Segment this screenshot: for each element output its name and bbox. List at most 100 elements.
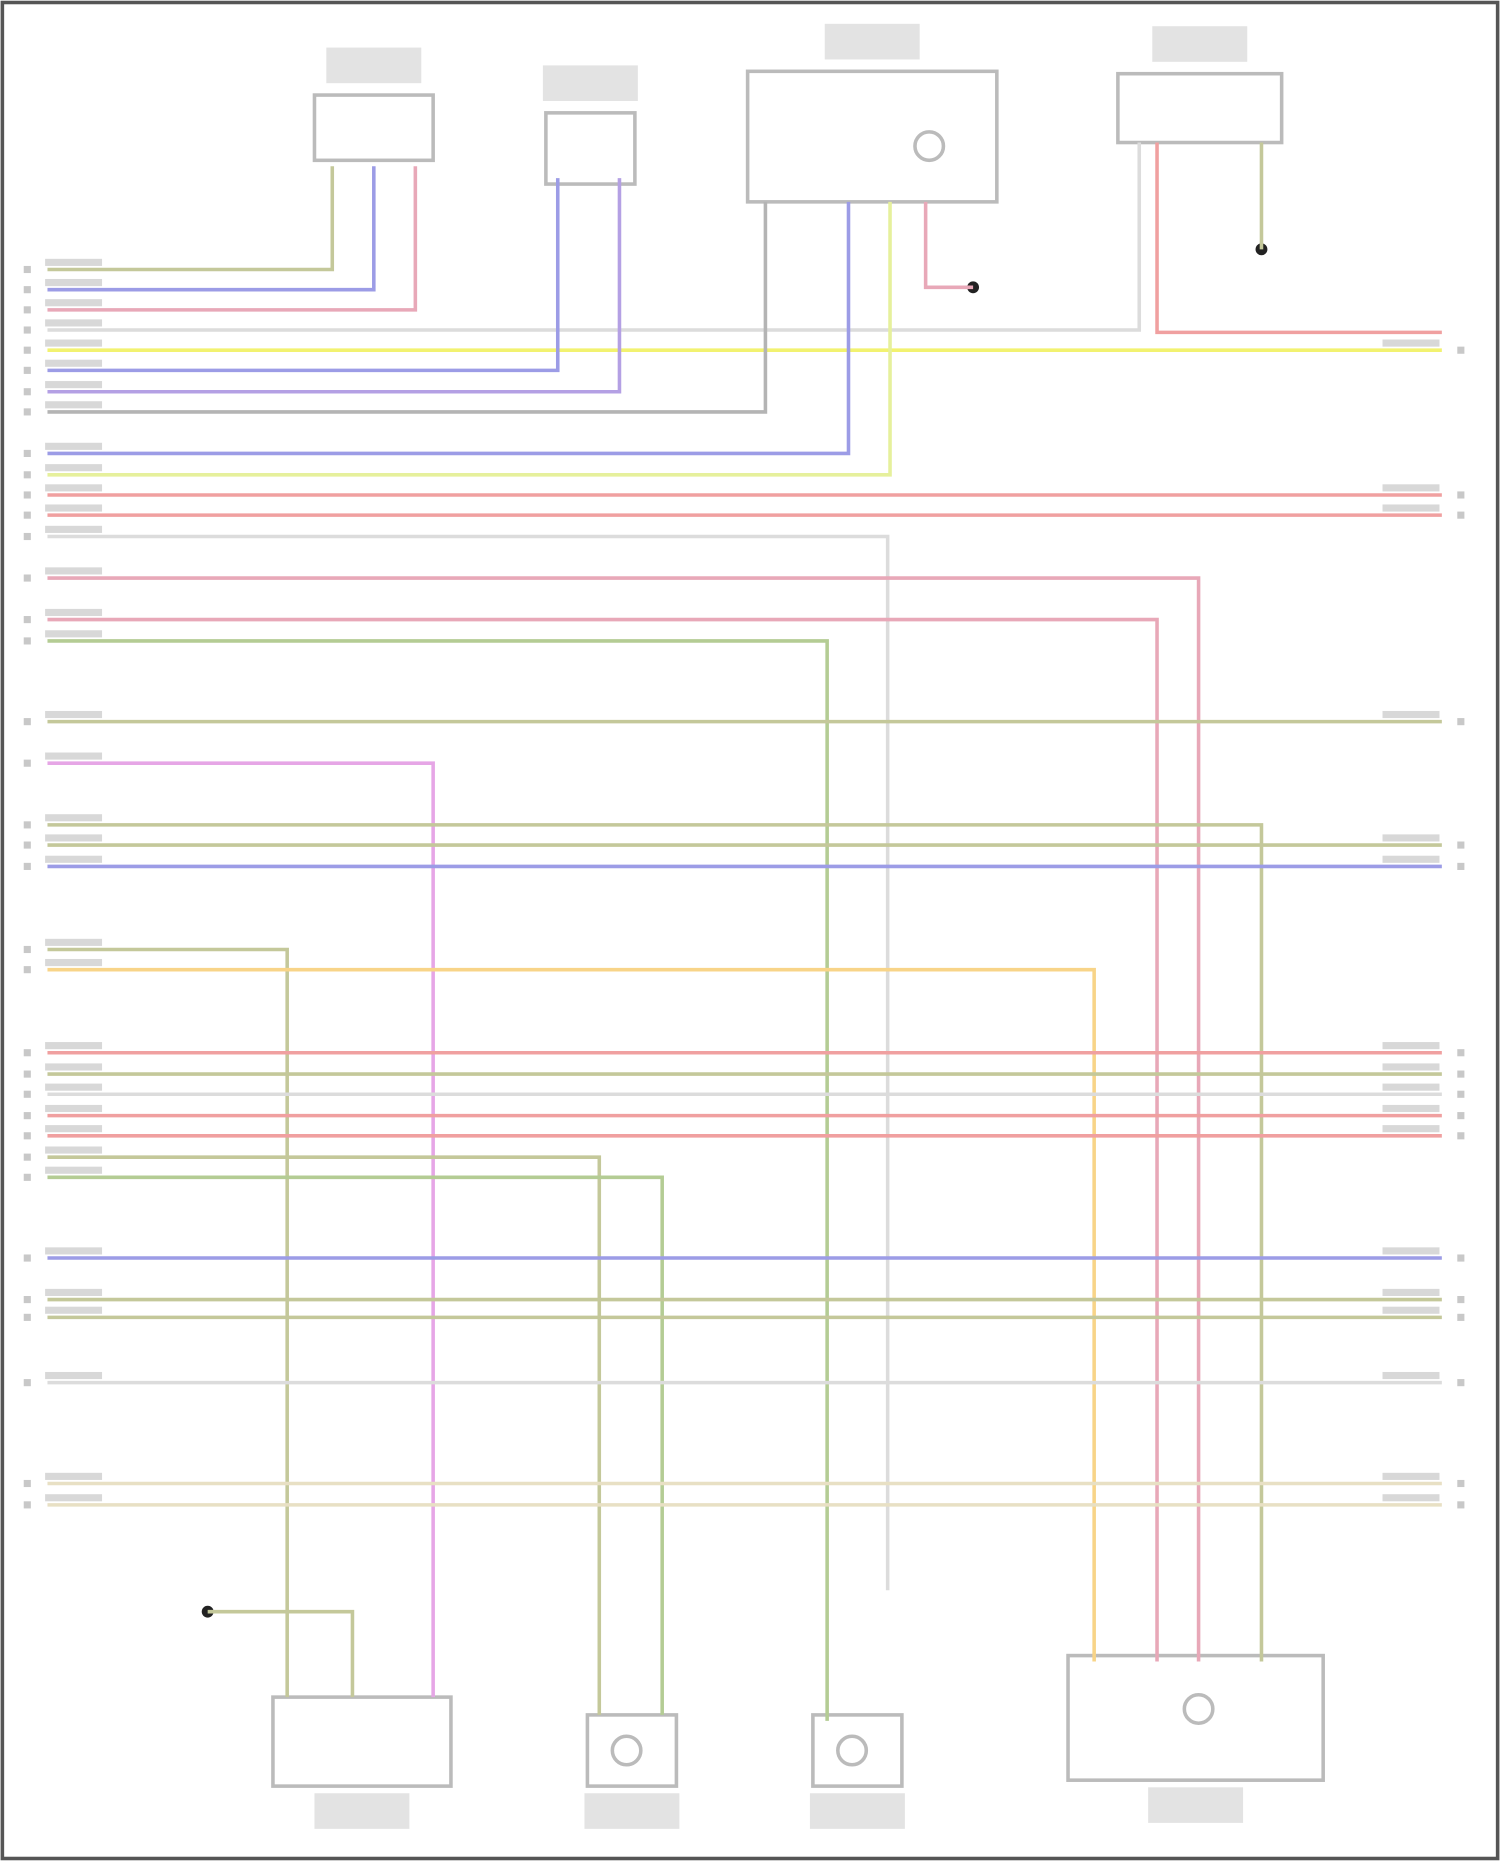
wire-label-block (1382, 1494, 1440, 1502)
components (201, 69, 1325, 1788)
pin-number-block (23, 532, 31, 541)
pin-number-block (1457, 1254, 1465, 1262)
pin-number-block (23, 1070, 31, 1078)
ground-wire (923, 201, 974, 290)
wire-label-block (1382, 1371, 1440, 1380)
wire-4 (47, 142, 1142, 332)
right-fan-motor-label-block (809, 1793, 905, 1829)
pin-number-block (23, 1112, 31, 1120)
wire-label-block (1382, 710, 1440, 719)
pin-number-block (1457, 1379, 1465, 1387)
ac-compressor-box (271, 1695, 453, 1788)
wire-label-block (45, 1472, 103, 1480)
wire-label-block (1382, 504, 1440, 512)
wire-label-block (1382, 1472, 1440, 1480)
wire-label-block (1382, 484, 1440, 492)
wire-label-block (45, 1125, 103, 1133)
pin-number-block (23, 821, 31, 829)
pin-number-block (1457, 1479, 1465, 1488)
wire-29 (47, 1155, 602, 1715)
wire-15 (47, 617, 1159, 1662)
wire-13 (47, 534, 890, 1591)
pin-number-block (23, 306, 31, 314)
motor-symbol (610, 1734, 643, 1767)
pressure-sensor-box (312, 93, 435, 163)
wire-label-block (1382, 1042, 1440, 1050)
pin-number-block (1457, 862, 1465, 870)
wire-6 (47, 178, 560, 373)
wire-label-block (45, 855, 103, 863)
wire-label-block (45, 814, 103, 822)
pin-number-block (23, 637, 31, 645)
pin-number-block (23, 1153, 31, 1161)
ac-compressor-label-block (314, 1793, 410, 1829)
wire-label-block (1382, 834, 1440, 842)
wire-label-block (1382, 1306, 1440, 1314)
left-fan-module-label-block (824, 23, 920, 60)
pin-number-block (23, 366, 31, 374)
wire-label-block (1382, 1125, 1440, 1133)
pin-number-block (23, 449, 31, 458)
pin-number-block (23, 616, 31, 624)
wire-label-block (45, 567, 103, 575)
pin-number-block (1457, 511, 1465, 519)
pin-number-block (23, 286, 31, 294)
wire-label-block (45, 1247, 103, 1255)
pin-number-block (23, 326, 31, 334)
pin-number-block (1457, 491, 1465, 499)
wire-label-block (45, 1288, 103, 1297)
cooling-fan-relay-box (1116, 71, 1284, 145)
wire-30 (47, 1175, 664, 1715)
label-blocks (23, 23, 1465, 1829)
pin-number-block (1457, 1501, 1465, 1509)
pin-number-block (23, 718, 31, 726)
pin-number-block (23, 491, 31, 499)
pin-number-block (1457, 1112, 1465, 1120)
temperature-sensor-box (544, 111, 637, 186)
motor-symbol (1182, 1692, 1215, 1726)
pin-number-block (1457, 1313, 1465, 1321)
relay-wire-red (1155, 142, 1442, 335)
wire-label-block (45, 258, 103, 266)
wire-label-block (45, 442, 103, 450)
wire-label-block (1382, 339, 1440, 347)
wire-label-block (45, 299, 103, 307)
wire-label-block (1382, 1063, 1440, 1071)
pin-number-block (23, 966, 31, 974)
pin-number-block (23, 388, 31, 396)
wire-label-block (45, 278, 103, 287)
wire-10 (47, 201, 892, 477)
pin-number-block (23, 841, 31, 849)
wire-label-block (45, 834, 103, 842)
wire-7 (47, 178, 622, 394)
wire-18 (47, 761, 435, 1698)
right-fan-module-box (1066, 1653, 1325, 1782)
pin-number-block (1457, 1049, 1465, 1057)
wire-label-block (1382, 1288, 1440, 1297)
wire-label-block (45, 339, 103, 347)
pin-number-block (23, 1090, 31, 1098)
wire-label-block (45, 401, 103, 409)
wire-label-block (45, 1104, 103, 1113)
pin-number-block (23, 1049, 31, 1057)
wire-label-block (45, 938, 103, 946)
right-fan-motor-box (811, 1713, 904, 1788)
wire-2 (47, 166, 376, 292)
wire-label-block (1382, 855, 1440, 863)
wire-label-block (45, 1063, 103, 1071)
wire-label-block (45, 1494, 103, 1502)
wire-label-block (45, 630, 103, 638)
pin-number-block (1457, 1296, 1465, 1304)
wire-23 (47, 967, 1096, 1662)
wire-label-block (45, 1166, 103, 1174)
wire-label-block (45, 464, 103, 472)
cooling-fan-relay-label-block (1152, 26, 1248, 62)
wire-22 (47, 947, 289, 1698)
right-fan-module-label-block (1148, 1787, 1244, 1823)
wire-label-block (45, 359, 103, 367)
wire-label-block (45, 381, 103, 389)
motor-symbol (913, 130, 946, 163)
pin-number-block (23, 862, 31, 870)
pin-number-block (1457, 1090, 1465, 1098)
